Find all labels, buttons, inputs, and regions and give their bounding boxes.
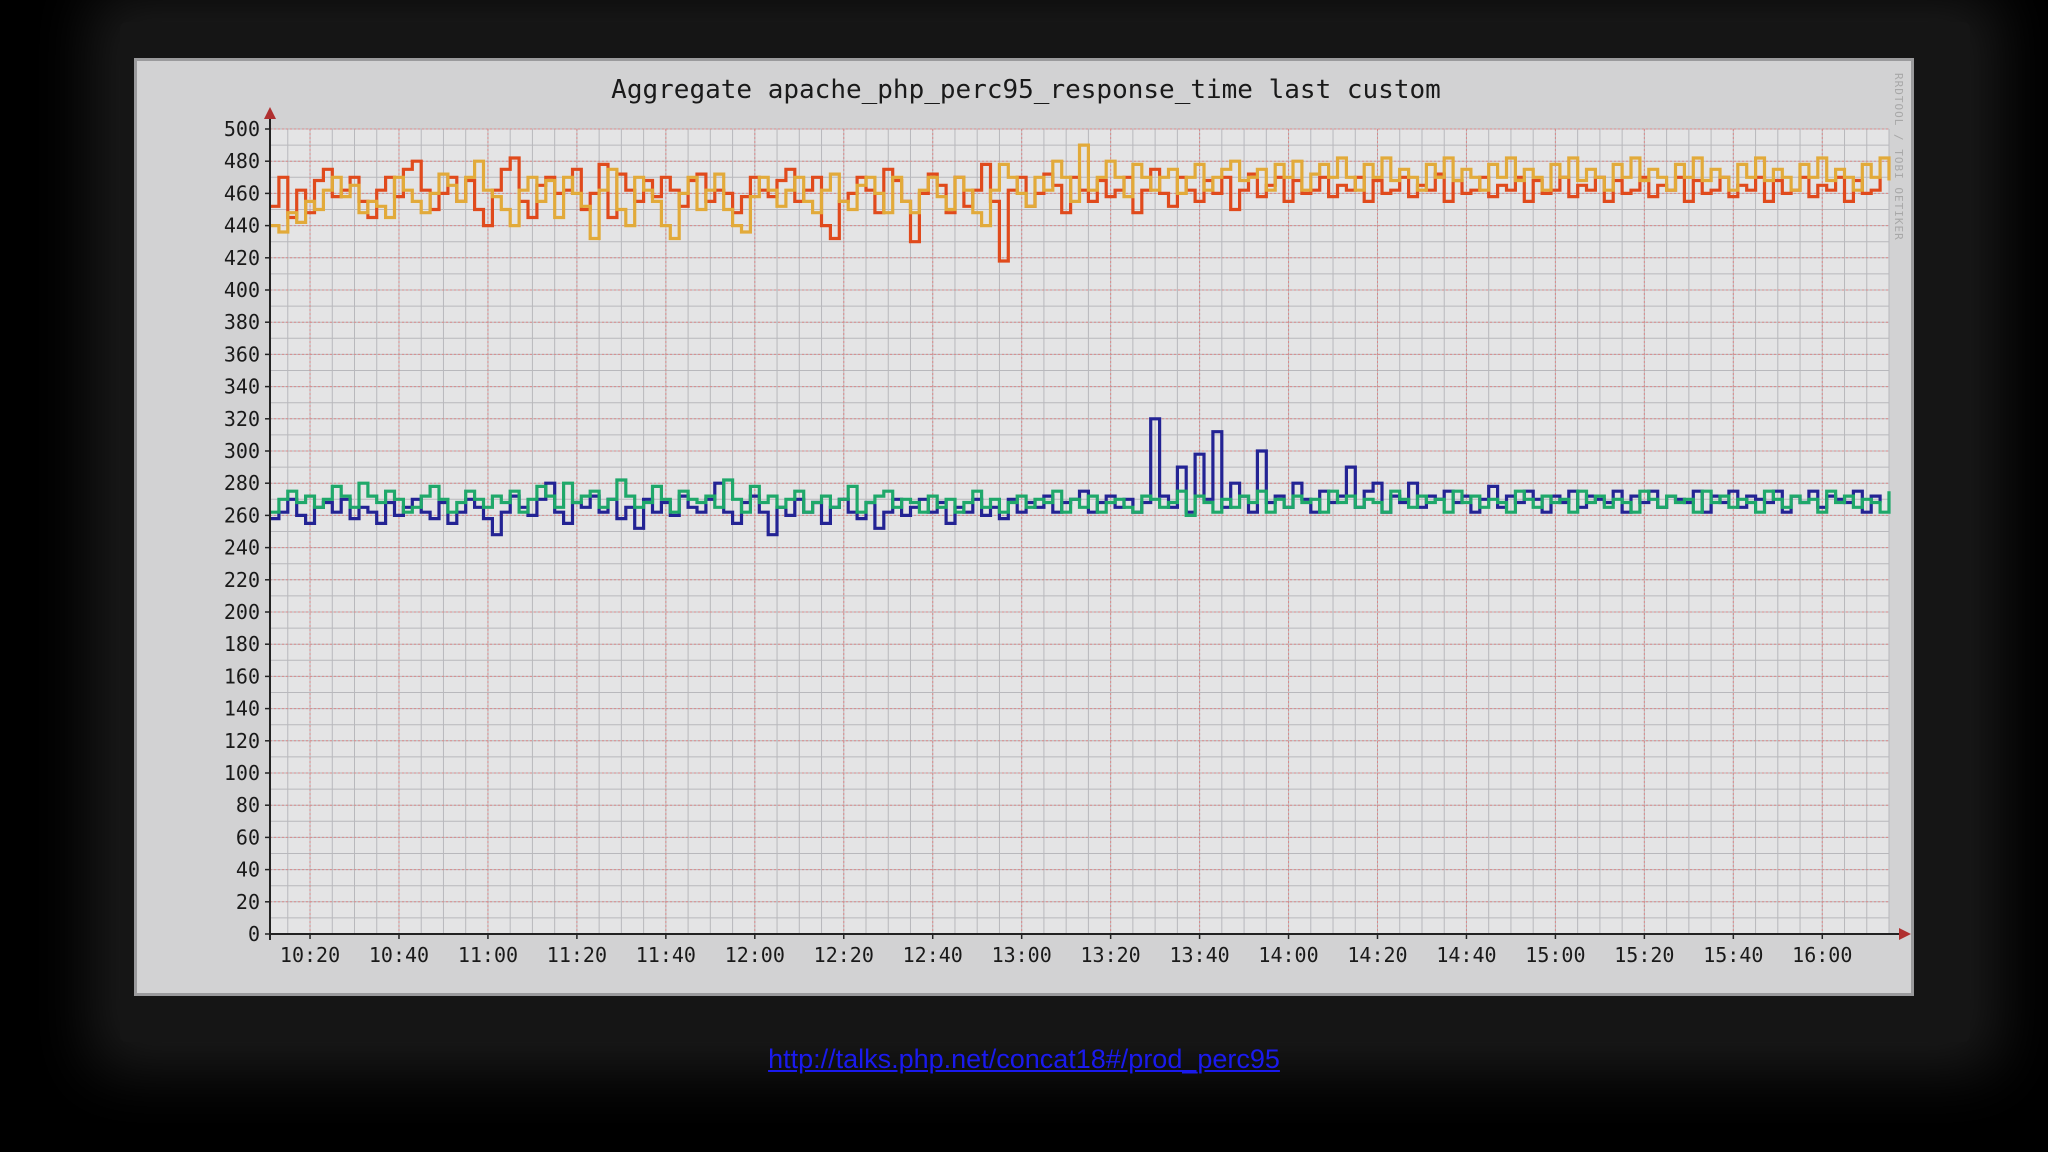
x-tick-label: 15:20 [1614, 943, 1674, 967]
x-tick-label: 12:40 [903, 943, 963, 967]
y-tick-label: 360 [224, 342, 260, 366]
chart-panel: 0 20 40 60 80 100 120 140 160 180 200 220 240 260 280 3… [134, 58, 1914, 996]
x-tick-label: 16:00 [1792, 943, 1852, 967]
y-tick-label: 180 [224, 632, 260, 656]
y-tick-label: 460 [224, 181, 260, 205]
y-tick-label: 380 [224, 310, 260, 334]
x-tick-label: 14:20 [1347, 943, 1407, 967]
y-tick-label: 480 [224, 149, 260, 173]
x-tick-label: 13:20 [1081, 943, 1141, 967]
x-tick-label: 12:00 [725, 943, 785, 967]
series-line-2 [270, 143, 1891, 241]
x-tick-label: 13:40 [1169, 943, 1229, 967]
y-tick-label: 120 [224, 729, 260, 753]
y-tick-label: 500 [224, 117, 260, 141]
y-tick-label: 240 [224, 536, 260, 560]
x-tick-label: 15:40 [1703, 943, 1763, 967]
y-axis-ticks: 0 20 40 60 80 100 120 140 160 180 200 220 240 260 280 3… [224, 117, 270, 946]
x-tick-label: 13:00 [992, 943, 1052, 967]
chart-title: Aggregate apache_php_perc95_response_tim… [611, 75, 1441, 105]
x-tick-label: 14:00 [1258, 943, 1318, 967]
series-line-4 [270, 478, 1891, 517]
x-tick-label: 11:40 [636, 943, 696, 967]
y-tick-label: 140 [224, 697, 260, 721]
y-tick-label: 20 [236, 890, 260, 914]
y-tick-label: 40 [236, 858, 260, 882]
y-tick-label: 400 [224, 278, 260, 302]
y-tick-label: 440 [224, 214, 260, 238]
source-link[interactable]: http://talks.php.net/concat18#/prod_perc… [768, 1044, 1280, 1074]
x-tick-label: 15:00 [1525, 943, 1585, 967]
y-tick-label: 100 [224, 761, 260, 785]
axes [264, 107, 1911, 940]
y-tick-label: 280 [224, 471, 260, 495]
y-tick-label: 420 [224, 246, 260, 270]
x-tick-label: 14:40 [1436, 943, 1496, 967]
y-tick-label: 340 [224, 375, 260, 399]
x-tick-label: 10:20 [280, 943, 340, 967]
x-tick-label: 10:40 [369, 943, 429, 967]
y-tick-label: 0 [248, 922, 260, 946]
x-tick-label: 11:00 [458, 943, 518, 967]
y-tick-label: 320 [224, 407, 260, 431]
rrdtool-credit: RRDTOOL / TOBI OETIKER [1892, 73, 1905, 241]
y-tick-label: 260 [224, 503, 260, 527]
x-tick-label: 11:20 [547, 943, 607, 967]
y-tick-label: 60 [236, 825, 260, 849]
x-axis-arrow [1899, 928, 1911, 940]
y-axis-arrow [264, 107, 276, 119]
x-tick-label: 12:20 [814, 943, 874, 967]
y-tick-label: 200 [224, 600, 260, 624]
response-time-chart: 0 20 40 60 80 100 120 140 160 180 200 220 240 260 280 3… [137, 61, 1911, 993]
y-tick-label: 220 [224, 568, 260, 592]
y-tick-label: 160 [224, 664, 260, 688]
y-tick-label: 300 [224, 439, 260, 463]
series-layer [270, 143, 1891, 537]
y-tick-label: 80 [236, 793, 260, 817]
x-axis-ticks: 10:20 10:40 11:00 11:20 11:40 12:00 12:20 12:40… [280, 934, 1852, 967]
